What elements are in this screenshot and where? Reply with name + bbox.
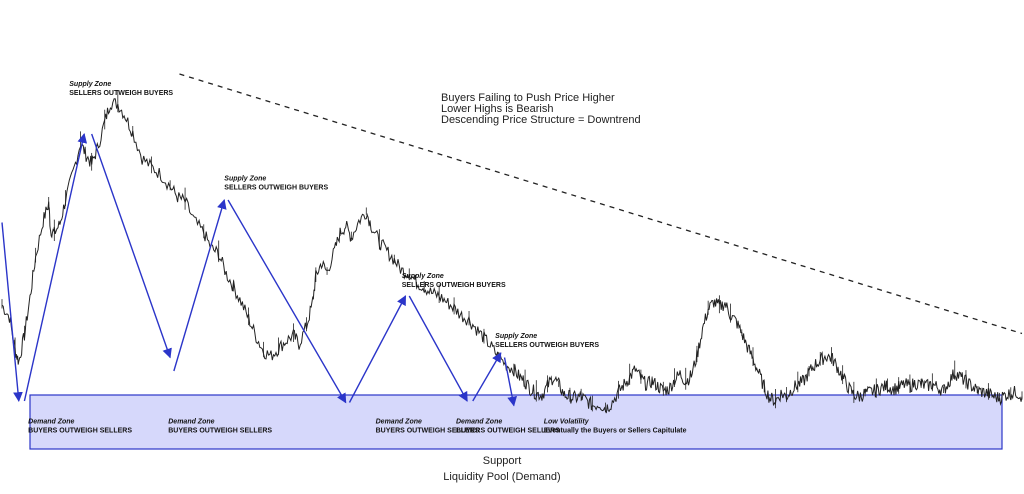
zone-title: Supply Zone xyxy=(495,333,537,340)
zone-annotation: Supply Zone SELLERS OUTWEIGH BUYERS xyxy=(495,333,599,349)
move-arrow xyxy=(91,133,172,359)
move-arrow xyxy=(173,199,227,372)
zone-subtitle: SELLERS OUTWEIGH BUYERS xyxy=(495,342,599,349)
info-line-3: Descending Price Structure = Downtrend xyxy=(441,114,641,126)
zone-annotation: Demand Zone BUYERS OUTWEIGH SELLERS xyxy=(376,419,480,435)
zone-subtitle: BUYERS OUTWEIGH SELLERS xyxy=(28,428,132,435)
move-arrow xyxy=(23,133,88,402)
zone-subtitle: BUYERS OUTWEIGH SELLERS xyxy=(168,428,272,435)
zone-annotation: Low Volatility Eventually the Buyers or S… xyxy=(544,419,687,435)
move-arrow xyxy=(1,222,23,402)
zone-annotation: Supply Zone SELLERS OUTWEIGH BUYERS xyxy=(69,81,173,97)
move-arrow xyxy=(348,295,407,403)
zone-subtitle: SELLERS OUTWEIGH BUYERS xyxy=(69,90,173,97)
zone-title: Low Volatility xyxy=(544,419,590,426)
zone-subtitle: Eventually the Buyers or Sellers Capitul… xyxy=(544,428,687,435)
zone-subtitle: BUYERS OUTWEIGH SELLERS xyxy=(376,428,480,435)
move-arrows xyxy=(1,133,517,407)
liquidity-pool-caption: Liquidity Pool (Demand) xyxy=(443,471,560,483)
zone-annotation: Supply Zone SELLERS OUTWEIGH BUYERS xyxy=(402,273,506,289)
zone-annotation: Demand Zone BUYERS OUTWEIGH SELLERS xyxy=(28,419,132,435)
zone-title: Demand Zone xyxy=(28,419,74,426)
zone-title: Demand Zone xyxy=(456,419,502,426)
zone-annotation: Demand Zone BUYERS OUTWEIGH SELLERS xyxy=(456,419,560,435)
zone-annotation: Demand Zone BUYERS OUTWEIGH SELLERS xyxy=(168,419,272,435)
info-line-2: Lower Highs is Bearish xyxy=(441,103,554,115)
zone-title: Supply Zone xyxy=(402,273,444,280)
price-series xyxy=(1,90,1023,414)
price-line xyxy=(1,98,1023,414)
move-arrow xyxy=(503,357,517,407)
zone-subtitle: SELLERS OUTWEIGH BUYERS xyxy=(402,282,506,289)
info-line-1: Buyers Failing to Push Price Higher xyxy=(441,92,615,104)
zone-annotation: Supply Zone SELLERS OUTWEIGH BUYERS xyxy=(224,176,328,192)
support-caption: Support xyxy=(483,455,522,467)
zone-title: Demand Zone xyxy=(168,419,214,426)
zone-subtitle: BUYERS OUTWEIGH SELLERS xyxy=(456,428,560,435)
zone-title: Supply Zone xyxy=(224,176,266,183)
zone-title: Demand Zone xyxy=(376,419,422,426)
zone-title: Supply Zone xyxy=(69,81,111,88)
zone-subtitle: SELLERS OUTWEIGH BUYERS xyxy=(224,185,328,192)
info-text-block: Buyers Failing to Push Price Higher Lowe… xyxy=(441,92,641,126)
move-arrow xyxy=(408,295,468,402)
move-arrow xyxy=(472,352,502,402)
move-arrow xyxy=(227,199,347,404)
descending-trendline xyxy=(179,73,1023,335)
